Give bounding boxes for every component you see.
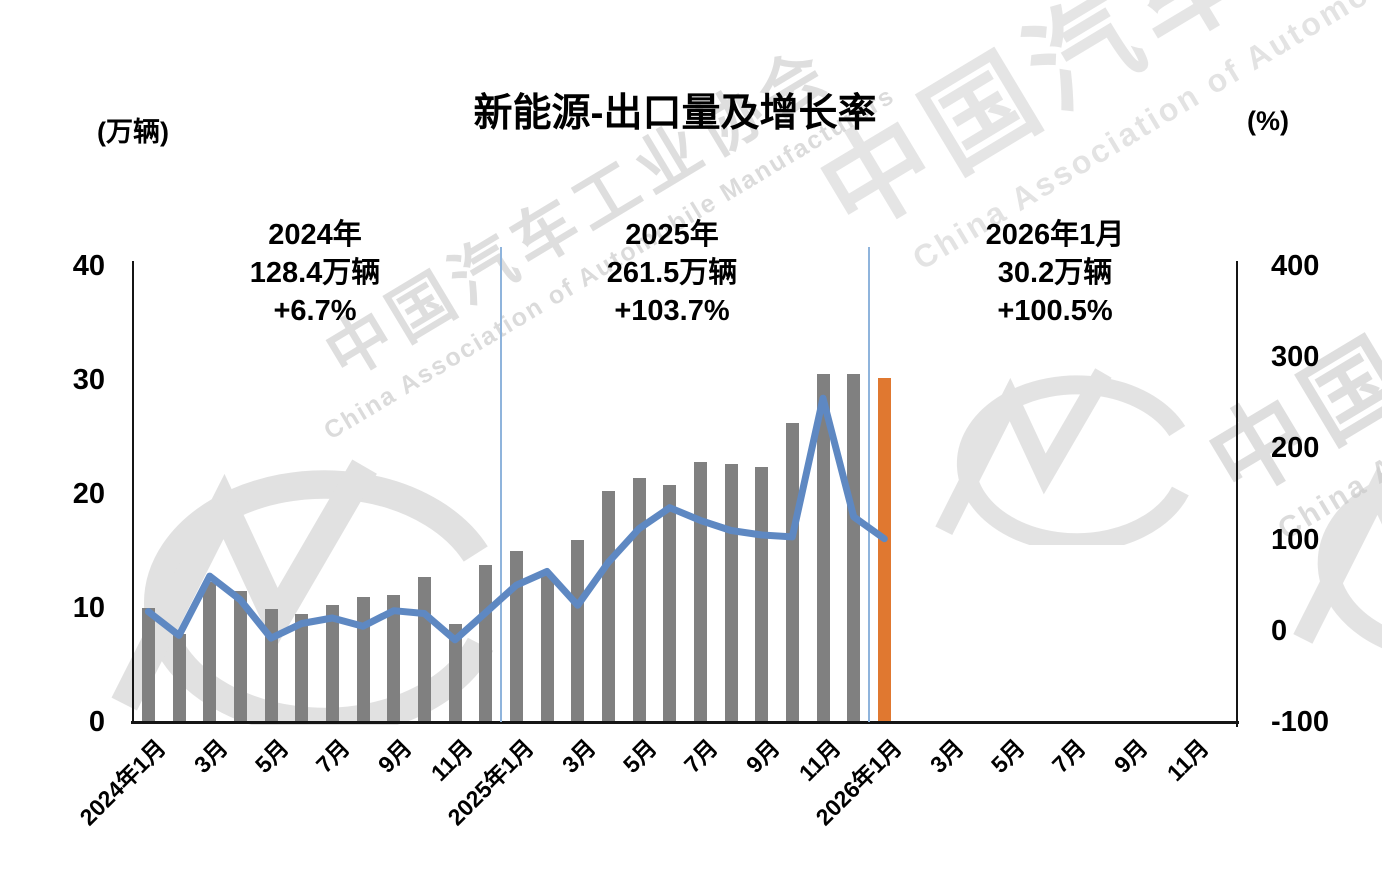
bar-export-volume bbox=[693, 462, 707, 721]
left-axis-tick-label: 40 bbox=[72, 250, 105, 282]
bar-export-volume bbox=[847, 374, 861, 721]
bar-export-volume bbox=[203, 581, 217, 721]
chart-page: { "title": "新能源-出口量及增长率", "left_axis": {… bbox=[72, 0, 1382, 831]
right-axis-line bbox=[1236, 261, 1239, 727]
year-divider-line bbox=[868, 247, 870, 722]
bar-export-volume bbox=[755, 466, 769, 721]
bar-export-volume bbox=[724, 464, 738, 721]
annotation-period: 2025年 bbox=[625, 219, 719, 251]
annotation-volume: 261.5万辆 bbox=[606, 257, 738, 289]
bar-export-volume bbox=[663, 484, 677, 721]
right-axis-tick-label: 0 bbox=[1271, 614, 1288, 647]
year-divider-line bbox=[500, 247, 502, 722]
chart-title: 新能源-出口量及增长率 bbox=[473, 92, 877, 135]
bar-export-volume bbox=[448, 623, 462, 721]
bar-export-volume bbox=[295, 613, 309, 721]
right-axis-tick-label: -100 bbox=[1271, 706, 1330, 738]
bar-export-volume bbox=[141, 608, 155, 721]
bar-export-volume bbox=[571, 539, 585, 721]
right-axis-tick-label: 200 bbox=[1271, 432, 1320, 465]
bar-export-volume bbox=[356, 596, 370, 721]
bar-2026-jan-highlight bbox=[877, 377, 891, 721]
annotation-2026-jan-summary: 2026年1月 30.2万辆 +100.5% bbox=[900, 216, 1210, 330]
annotation-2024-summary: 2024年 128.4万辆 +6.7% bbox=[160, 216, 470, 330]
left-axis-tick-label: 0 bbox=[88, 706, 105, 738]
bar-export-volume bbox=[233, 590, 247, 721]
bar-export-volume bbox=[264, 609, 278, 721]
annotation-volume: 30.2万辆 bbox=[997, 257, 1113, 289]
bar-export-volume bbox=[417, 577, 431, 721]
right-axis-tick-label: 100 bbox=[1271, 523, 1320, 556]
bar-export-volume bbox=[172, 634, 186, 721]
annotation-growth: +103.7% bbox=[614, 295, 730, 327]
left-axis-tick-label: 10 bbox=[72, 592, 105, 624]
right-axis-tick-label: 400 bbox=[1271, 250, 1320, 282]
annotation-growth: +100.5% bbox=[997, 295, 1113, 327]
bar-export-volume bbox=[601, 490, 615, 721]
bar-export-volume bbox=[509, 551, 523, 721]
bar-export-volume bbox=[785, 423, 799, 721]
bar-export-volume bbox=[479, 564, 493, 721]
plot-area: 0 10 20 30 40 -100 0 100 200 300 400 2024年1月 3月 5月 7月 9… bbox=[72, 247, 1330, 830]
left-axis-unit-label: (万辆) bbox=[97, 117, 169, 147]
bar-export-volume bbox=[816, 374, 830, 721]
right-axis-unit-label: (%) bbox=[1247, 106, 1289, 136]
bar-export-volume bbox=[325, 604, 339, 721]
annotation-volume: 128.4万辆 bbox=[249, 257, 381, 289]
right-axis-tick-label: 300 bbox=[1271, 341, 1320, 374]
bar-export-volume bbox=[540, 573, 554, 721]
left-axis-line bbox=[132, 261, 135, 723]
annotation-period: 2026年1月 bbox=[985, 219, 1125, 251]
annotation-2025-summary: 2025年 261.5万辆 +103.7% bbox=[517, 216, 827, 330]
left-axis-tick-label: 30 bbox=[72, 364, 105, 396]
left-axis-tick-label: 20 bbox=[72, 478, 105, 510]
bar-export-volume bbox=[632, 478, 646, 721]
bar-export-volume bbox=[387, 595, 401, 721]
x-axis-line bbox=[131, 721, 1239, 724]
annotation-growth: +6.7% bbox=[273, 295, 357, 327]
annotation-period: 2024年 bbox=[268, 219, 362, 251]
